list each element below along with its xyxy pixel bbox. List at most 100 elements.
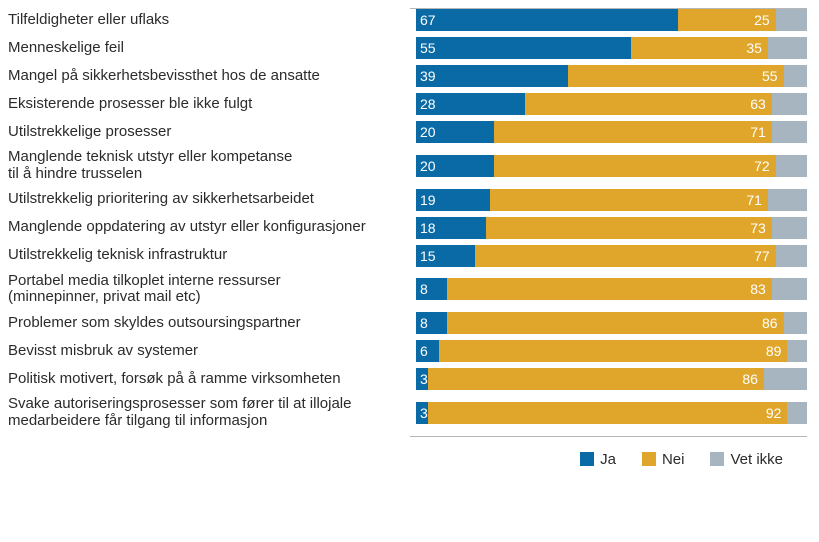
value-label: 86 [742, 371, 758, 387]
segment-vet [787, 402, 807, 424]
value-label: 67 [420, 12, 436, 28]
legend: Ja Nei Vet ikke [8, 451, 783, 468]
chart-row: Menneskelige feil5535 [8, 37, 807, 59]
value-label: 72 [754, 158, 770, 174]
row-label: Politisk motivert, forsøk på å ramme vir… [8, 371, 416, 388]
survey-bar-chart: { "chart": { "type": "stacked-bar-horizo… [0, 0, 819, 542]
segment-nei: 63 [525, 93, 771, 115]
legend-item-ja: Ja [580, 451, 616, 468]
value-label: 73 [750, 220, 766, 236]
bar: 28 63 [416, 93, 807, 115]
chart-row: Tilfeldigheter eller uflaks67 25 [8, 9, 807, 31]
segment-vet [784, 312, 807, 334]
chart-row: Mangel på sikkerhetsbevissthet hos de an… [8, 65, 807, 87]
value-label: 71 [750, 124, 766, 140]
segment-nei: 73 [486, 217, 771, 239]
row-label: Mangel på sikkerhetsbevissthet hos de an… [8, 68, 416, 85]
value-label: 86 [762, 315, 778, 331]
bar: 1971 [416, 189, 807, 211]
chart-row: Manglende teknisk utstyr eller kompetans… [8, 149, 807, 183]
segment-vet [772, 217, 807, 239]
segment-nei: 89 [439, 340, 787, 362]
segment-nei: 35 [631, 37, 768, 59]
segment-vet [776, 155, 807, 177]
chart-body: Tilfeldigheter eller uflaks67 25 Menneskel… [8, 9, 807, 436]
value-label: 8 [420, 315, 428, 331]
segment-vet [768, 189, 807, 211]
segment-vet [768, 37, 807, 59]
segment-ja: 39 [416, 65, 568, 87]
chart-row: Utilstrekkelig teknisk infrastruktur1577 [8, 245, 807, 267]
swatch-vetikke [710, 452, 724, 466]
segment-ja: 8 [416, 312, 447, 334]
segment-ja: 15 [416, 245, 475, 267]
value-label: 25 [754, 12, 770, 28]
chart-row: Politisk motivert, forsøk på å ramme vir… [8, 368, 807, 390]
value-label: 3 [420, 405, 428, 421]
axis-bottom-line [410, 436, 807, 437]
value-label: 18 [420, 220, 436, 236]
segment-nei: 92 [428, 402, 788, 424]
segment-vet [764, 368, 807, 390]
segment-nei: 77 [475, 245, 776, 267]
segment-vet [772, 121, 807, 143]
segment-nei: 71 [490, 189, 768, 211]
segment-ja: 28 [416, 93, 525, 115]
bar: 67 25 [416, 9, 807, 31]
segment-ja: 20 [416, 121, 494, 143]
value-label: 63 [750, 96, 766, 112]
value-label: 39 [420, 68, 436, 84]
segment-ja: 20 [416, 155, 494, 177]
value-label: 6 [420, 343, 428, 359]
value-label: 92 [766, 405, 782, 421]
segment-ja: 3 [416, 402, 428, 424]
legend-item-vetikke: Vet ikke [710, 451, 783, 468]
row-label: Tilfeldigheter eller uflaks [8, 12, 416, 29]
value-label: 35 [746, 40, 762, 56]
legend-item-nei: Nei [642, 451, 685, 468]
segment-vet [776, 245, 807, 267]
segment-nei: 25 [678, 9, 776, 31]
bar: 2072 [416, 155, 807, 177]
value-label: 55 [762, 68, 778, 84]
segment-nei: 72 [494, 155, 776, 177]
value-label: 8 [420, 281, 428, 297]
bar: 2071 [416, 121, 807, 143]
value-label: 89 [766, 343, 782, 359]
segment-nei: 55 [568, 65, 783, 87]
bar: 8 83 [416, 278, 807, 300]
row-label: Utilstrekkelig teknisk infrastruktur [8, 247, 416, 264]
segment-ja: 19 [416, 189, 490, 211]
segment-ja: 3 [416, 368, 428, 390]
row-label: Manglende teknisk utstyr eller kompetans… [8, 149, 416, 183]
value-label: 15 [420, 248, 436, 264]
segment-ja: 8 [416, 278, 447, 300]
bar: 1873 [416, 217, 807, 239]
chart-row: Eksisterende prosesser ble ikke fulgt286… [8, 93, 807, 115]
legend-label-nei: Nei [662, 451, 685, 468]
row-label: Menneskelige feil [8, 40, 416, 57]
segment-vet [772, 278, 807, 300]
chart-row: Bevisst misbruk av systemer6 89 [8, 340, 807, 362]
chart-row: Utilstrekkelige prosesser2071 [8, 121, 807, 143]
bar: 5535 [416, 37, 807, 59]
value-label: 83 [750, 281, 766, 297]
segment-ja: 18 [416, 217, 486, 239]
segment-vet [784, 65, 807, 87]
bar: 3 86 [416, 368, 807, 390]
row-label: Bevisst misbruk av systemer [8, 343, 416, 360]
legend-label-vetikke: Vet ikke [730, 451, 783, 468]
segment-nei: 86 [447, 312, 783, 334]
chart-row: Manglende oppdatering av utstyr eller ko… [8, 217, 807, 239]
row-label: Portabel media tilkoplet interne ressurs… [8, 273, 416, 307]
row-label: Problemer som skyldes outsoursingspartne… [8, 315, 416, 332]
swatch-nei [642, 452, 656, 466]
row-label: Manglende oppdatering av utstyr eller ko… [8, 219, 416, 236]
segment-vet [772, 93, 807, 115]
row-label: Utilstrekkelige prosesser [8, 124, 416, 141]
segment-vet [776, 9, 807, 31]
bar: 6 89 [416, 340, 807, 362]
segment-ja: 67 [416, 9, 678, 31]
bar: 3 92 [416, 402, 807, 424]
bar: 1577 [416, 245, 807, 267]
